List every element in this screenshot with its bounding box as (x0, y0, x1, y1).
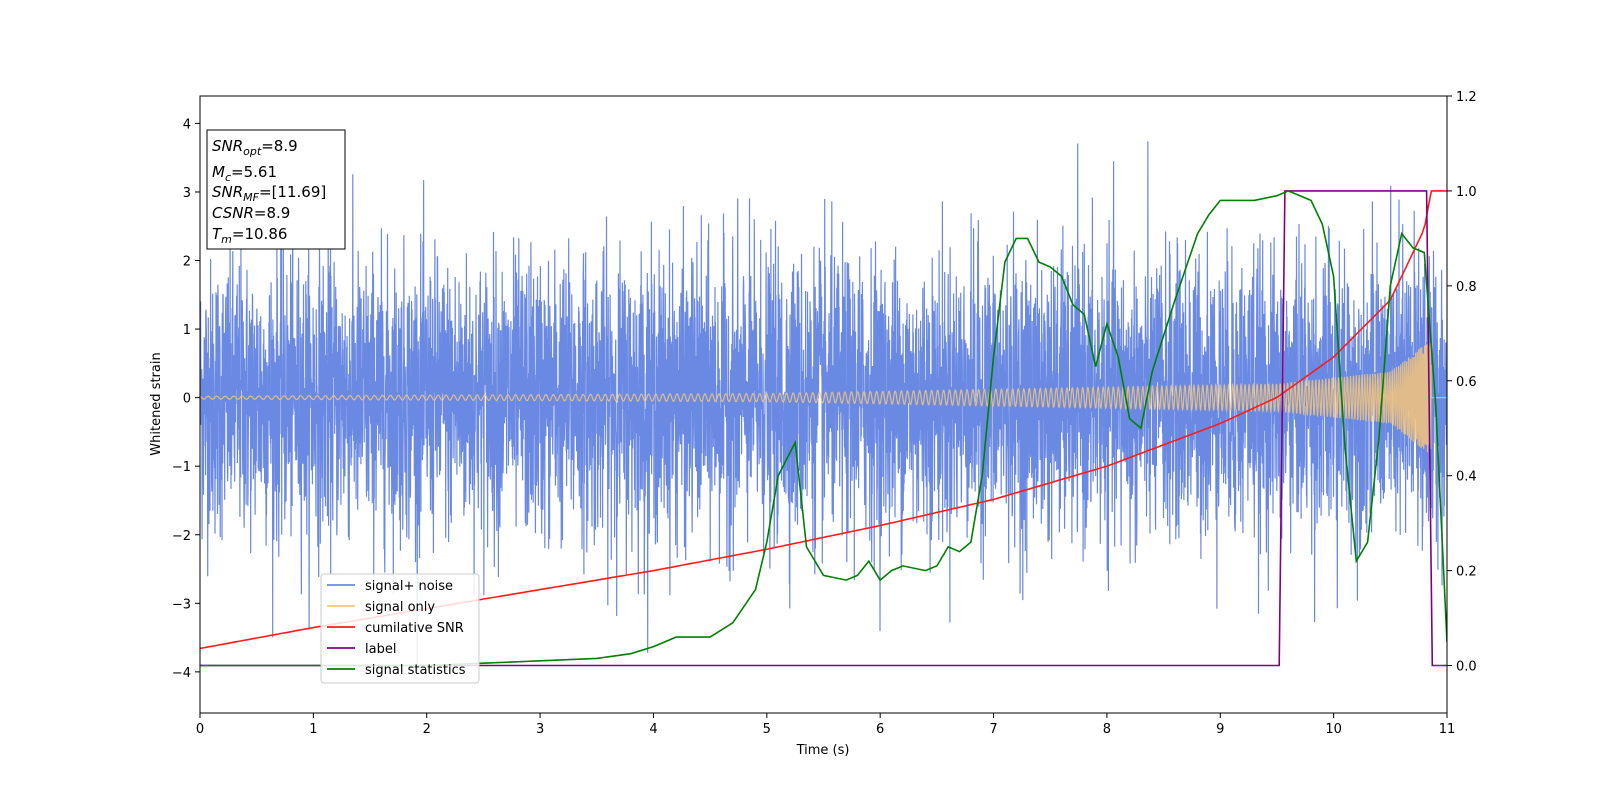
y-tick-label: −3 (172, 597, 191, 612)
axes-layer: 0 1 2 3 4 5 6 7 8 9 10 11 −4 −3 −2 −1 0 1 2 3 4 0.0 0.2 0.4 0.6 0… (172, 90, 1477, 737)
x-tick-label: 0 (196, 722, 204, 737)
x-tick-label: 2 (423, 722, 431, 737)
x-tick-label: 7 (989, 722, 997, 737)
legend-frame (320, 573, 480, 684)
legend-label: signal+ noise (365, 579, 453, 594)
x-tick-label: 9 (1216, 722, 1224, 737)
x-tick-label: 5 (763, 722, 771, 737)
x-axis-label: Time (s) (796, 743, 850, 758)
x-tick-label: 3 (536, 722, 544, 737)
y2-tick-label: 0.6 (1456, 375, 1477, 390)
y-tick-label: −1 (172, 460, 191, 475)
x-tick-label: 4 (649, 722, 657, 737)
y-axis-label: Whitened strain (149, 352, 164, 455)
y2-tick-label: 1.0 (1456, 185, 1477, 200)
y-tick-label: 2 (183, 255, 191, 270)
series-label-line (200, 190, 1447, 667)
y2-tick-label: 0.0 (1456, 660, 1477, 675)
y2-tick-label: 0.2 (1456, 565, 1477, 580)
series-signal-only-line (200, 343, 1447, 453)
y2-tick-label: 1.2 (1456, 90, 1477, 105)
y2-tick-label: 0.4 (1456, 470, 1477, 485)
x-tick-label: 11 (1439, 722, 1456, 737)
x-tick-label: 8 (1103, 722, 1111, 737)
plot-frame (199, 95, 1448, 714)
legend: signal+ noise signal only cumilative SNR la… (320, 573, 480, 684)
legend-label: label (365, 642, 396, 657)
annotation-line: SNRMF=[11.69] (212, 183, 326, 204)
y-tick-label: 0 (183, 392, 191, 407)
y-tick-label: −2 (172, 529, 191, 544)
annotation-line: Mc=5.61 (212, 163, 277, 184)
y-tick-label: 3 (183, 186, 191, 201)
annotation-line: CSNR=8.9 (212, 204, 290, 222)
x-tick-label: 1 (309, 722, 317, 737)
annotation-frame (206, 129, 346, 250)
y-tick-label: 1 (183, 323, 191, 338)
x-tick-label: 10 (1325, 722, 1342, 737)
annotation-line: Tm=10.86 (212, 225, 287, 246)
series-signal-statistics-line (200, 190, 1447, 667)
x-tick-label: 6 (876, 722, 884, 737)
annotation-line: SNRopt=8.9 (212, 137, 298, 158)
legend-label: signal statistics (365, 663, 466, 678)
y-tick-label: −4 (172, 666, 191, 681)
legend-label: cumilative SNR (365, 621, 464, 636)
legend-label: signal only (365, 600, 435, 615)
series-signal-noise-line (200, 141, 1447, 675)
y-tick-label: 4 (183, 117, 191, 132)
y2-tick-label: 0.8 (1456, 280, 1477, 295)
